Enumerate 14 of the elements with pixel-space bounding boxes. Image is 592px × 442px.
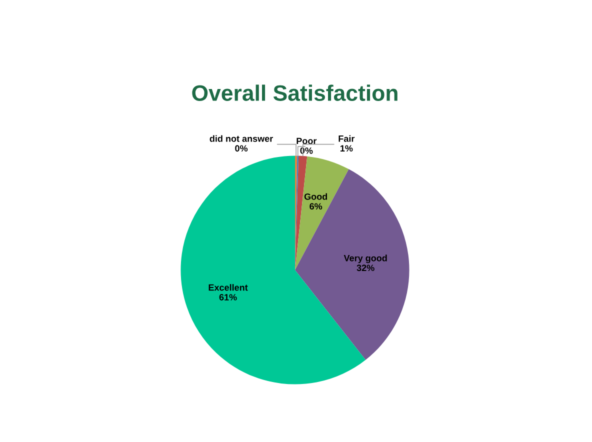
data-label: 0%: [235, 145, 248, 152]
data-label: 61%: [219, 294, 237, 300]
slice-label: Excellent: [208, 284, 248, 291]
data-label: 32%: [356, 264, 374, 272]
slice-label: Fair: [338, 135, 355, 142]
data-label: 0%: [300, 147, 313, 154]
data-label: 6%: [310, 203, 322, 210]
pie-slice: [295, 169, 410, 360]
slice-label: Very good: [344, 254, 387, 264]
chart-title: Overall Satisfaction: [192, 84, 398, 101]
slice-label: Poor: [296, 138, 317, 144]
slice-label: Good: [304, 193, 328, 200]
slice-label: did not answer: [210, 135, 274, 142]
data-label: 1%: [340, 145, 353, 152]
